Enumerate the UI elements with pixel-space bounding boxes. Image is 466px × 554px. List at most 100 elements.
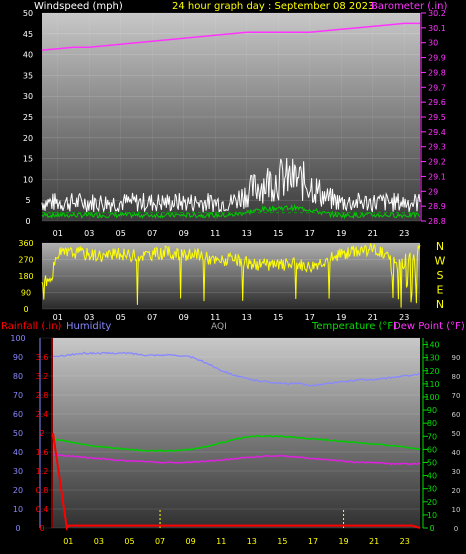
- direction-x-tick-label: 23: [399, 313, 409, 322]
- aqi-tick-label: 20: [452, 487, 461, 495]
- rain-tick-label: 2.8: [36, 391, 49, 400]
- aqi-tick-label: 90: [452, 354, 461, 362]
- baro-tick-label: 30.1: [428, 24, 446, 33]
- direction-tick-label: 90: [21, 289, 31, 298]
- humidity-tick-label: 100: [10, 334, 25, 343]
- windspeed-axis-title: Windspeed (mph): [34, 1, 123, 12]
- rain-tick-label: 2: [39, 429, 44, 438]
- humidity-axis-title: Humidity: [66, 321, 111, 332]
- wind-x-tick-label: 21: [368, 229, 378, 238]
- direction-tick-label: 360: [18, 239, 33, 248]
- humidity-tick-label: 30: [13, 467, 23, 476]
- direction-x-tick-label: 19: [336, 313, 346, 322]
- humidity-tick-label: 0: [15, 524, 20, 533]
- temperature-axis-title: Temperature (°F): [311, 321, 397, 332]
- rainfall-series: [52, 432, 421, 531]
- humidity-tick-label: 60: [13, 410, 23, 419]
- temp-tick-label: 130: [424, 354, 439, 363]
- wind-x-tick-label: 23: [399, 229, 409, 238]
- baro-tick-label: 29.7: [428, 83, 446, 92]
- wind-tick-label: 10: [23, 175, 33, 184]
- aqi-axis-title: AQI: [211, 322, 227, 332]
- baro-tick-label: 29.3: [428, 143, 446, 152]
- wind-x-tick-label: 05: [116, 229, 126, 238]
- wind-baro-plot-area: [42, 13, 420, 221]
- humidity-tick-label: 80: [13, 372, 23, 381]
- direction-tick-label: 270: [18, 256, 33, 265]
- rain-tick-label: 3.2: [36, 372, 49, 381]
- aqi-tick-label: 0: [454, 525, 458, 533]
- wind-tick-label: 15: [23, 155, 33, 164]
- aqi-tick-label: 60: [452, 411, 461, 419]
- windspeed-series: [41, 157, 421, 214]
- dewpoint-series: [52, 453, 421, 466]
- baro-tick-label: 30.2: [428, 9, 446, 18]
- wind-x-tick-label: 07: [147, 229, 157, 238]
- wind-tick-label: 45: [23, 30, 33, 39]
- wind-tick-label: 40: [23, 51, 33, 60]
- direction-x-tick-label: 03: [84, 313, 94, 322]
- baro-tick-label: 28.9: [428, 202, 446, 211]
- direction-x-tick-label: 01: [53, 313, 63, 322]
- wind-tick-label: 50: [23, 9, 33, 18]
- direction-x-tick-label: 11: [210, 313, 220, 322]
- wind-tick-label: 25: [23, 113, 33, 122]
- rain-tick-label: 0: [39, 524, 44, 533]
- rain-temp-x-tick-label: 15: [277, 537, 287, 546]
- baro-tick-label: 30: [428, 39, 438, 48]
- direction-x-tick-label: 09: [179, 313, 189, 322]
- aqi-tick-label: 10: [452, 506, 461, 514]
- wind-tick-label: 30: [23, 92, 33, 101]
- barometer-series: [41, 22, 420, 51]
- direction-x-tick-label: 21: [368, 313, 378, 322]
- wind-x-tick-label: 19: [336, 229, 346, 238]
- aqi-tick-label: 70: [452, 392, 461, 400]
- temp-tick-label: 60: [427, 445, 437, 454]
- temp-tick-label: 70: [427, 432, 437, 441]
- humidity-tick-label: 50: [13, 429, 23, 438]
- wind-x-tick-label: 03: [84, 229, 94, 238]
- rain-temp-x-tick-label: 07: [155, 537, 165, 546]
- direction-x-tick-label: 05: [116, 313, 126, 322]
- rain-tick-label: 2.4: [36, 410, 49, 419]
- direction-x-tick-label: 13: [242, 313, 252, 322]
- rainfall-axis-title: Rainfall (.in): [1, 321, 62, 332]
- temp-tick-label: 110: [424, 380, 439, 389]
- wind-x-tick-label: 17: [305, 229, 315, 238]
- rain-temp-x-tick-label: 23: [400, 537, 410, 546]
- temp-tick-label: 20: [427, 498, 437, 507]
- wind-direction-series: [41, 243, 421, 308]
- baro-tick-label: 29.8: [428, 68, 446, 77]
- baro-tick-label: 29.9: [428, 54, 446, 63]
- baro-tick-label: 28.8: [428, 217, 446, 226]
- rain-temp-x-tick-label: 03: [94, 537, 104, 546]
- rain-temp-x-tick-label: 09: [186, 537, 196, 546]
- rain-tick-label: 0.8: [36, 486, 49, 495]
- baro-tick-label: 29.5: [428, 113, 446, 122]
- compass-label: W: [435, 255, 446, 268]
- aqi-tick-label: 40: [452, 449, 461, 457]
- wind-tick-label: 35: [23, 71, 33, 80]
- rain-temp-x-tick-label: 17: [308, 537, 318, 546]
- compass-label: E: [437, 284, 444, 297]
- wind-x-tick-label: 01: [53, 229, 63, 238]
- rain-temp-x-tick-label: 01: [63, 537, 73, 546]
- dewpoint-axis-title: Dew Point (°F): [393, 321, 465, 332]
- baro-tick-label: 29: [428, 187, 438, 196]
- humidity-tick-label: 40: [13, 448, 23, 457]
- rain-temp-x-tick-label: 19: [338, 537, 348, 546]
- temp-tick-label: 30: [427, 485, 437, 494]
- rain-tick-label: 0.4: [36, 505, 49, 514]
- temp-tick-label: 120: [424, 367, 439, 376]
- wind-x-tick-label: 15: [273, 229, 283, 238]
- baro-tick-label: 29.1: [428, 172, 446, 181]
- humidity-tick-label: 70: [13, 391, 23, 400]
- humidity-tick-label: 90: [13, 353, 23, 362]
- temp-tick-label: 40: [427, 472, 437, 481]
- rain-temp-plot-area: [53, 338, 420, 528]
- rain-temp-x-tick-label: 21: [369, 537, 379, 546]
- direction-x-tick-label: 07: [147, 313, 157, 322]
- humidity-series: [52, 351, 421, 387]
